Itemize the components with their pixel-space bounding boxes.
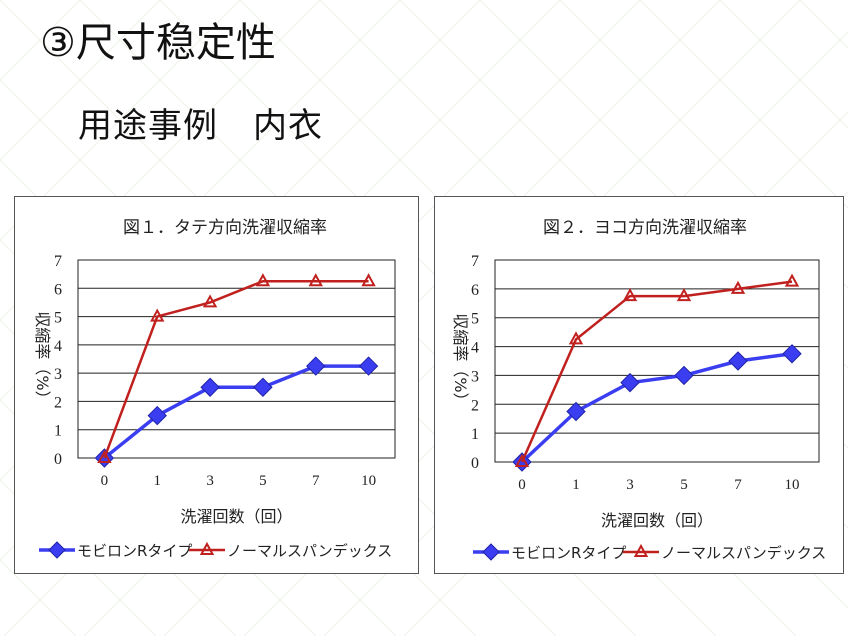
series-line-2 [103,279,369,459]
data-point-triangle [255,273,271,287]
series-line-1 [520,352,793,464]
data-point-triangle [730,280,746,294]
data-point-diamond [358,356,379,376]
x-tick-label: 1 [572,477,580,493]
y-tick-label: 6 [471,282,479,299]
chart-vertical-shrinkage: 図１．タテ方向洗濯収縮率 0 1 2 3 4 5 6 7 0 1 3 5 7 10 洗濯回数（回） 収縮率（%）… [33,218,396,560]
x-tick-label: 1 [154,473,162,489]
data-point-triangle [514,453,530,467]
x-axis-label: 洗濯回数（回） [601,511,713,530]
plot-area [77,259,396,459]
y-tick-label: 7 [471,253,479,270]
data-point-triangle [97,449,112,463]
y-tick-label: 0 [471,455,479,472]
legend-marker-triangle [633,543,649,557]
data-point-diamond [306,356,326,376]
data-point-triangle [676,287,692,302]
legend-marker-triangle [199,541,215,555]
x-tick-label: 5 [680,477,688,493]
x-tick-label: 7 [312,473,320,489]
y-tick-label: 4 [471,340,479,357]
data-point-diamond [620,372,640,393]
y-tick-label: 2 [471,397,479,414]
x-tick-label: 10 [785,477,800,493]
chart-panel-vertical: 図１．タテ方向洗濯収縮率 0 1 2 3 4 5 6 7 0 1 3 5 7 10 洗濯回数（回） 収縮率（%）… [14,196,419,574]
y-tick-label: 7 [54,253,62,270]
data-point-diamond [782,344,802,364]
x-axis-label: 洗濯回数（回） [180,507,292,526]
y-tick-label: 5 [54,310,62,327]
legend-label: ノーマルスパンデックス [227,542,392,560]
chart-title: 図１．タテ方向洗濯収縮率 [123,218,327,238]
y-tick-label: 2 [54,394,62,411]
legend-marker-diamond [482,543,500,561]
series-line-2 [520,280,793,463]
page-title: ③尺寸稳定性 [40,20,276,66]
x-tick-label: 5 [259,473,267,489]
data-point-diamond [674,365,694,386]
x-tick-label: 3 [206,473,214,489]
data-point-triangle [202,294,218,308]
chart-title: 図２．ヨコ方向洗濯収縮率 [543,218,747,238]
data-point-triangle [308,273,323,287]
x-tick-label: 10 [361,473,376,489]
y-tick-label: 1 [471,426,479,443]
data-point-diamond [253,377,273,397]
data-point-triangle [784,273,800,287]
y-tick-label: 3 [54,366,62,383]
x-tick-label: 7 [734,477,742,493]
plot-area [494,259,820,463]
y-tick-label: 5 [471,311,479,328]
data-point-diamond [728,351,748,371]
y-tick-label: 3 [471,368,479,385]
x-tick-label: 3 [626,477,634,493]
data-point-triangle [150,308,165,322]
y-tick-label: 4 [54,338,62,355]
legend-marker-diamond [48,541,66,559]
x-tick-label: 0 [101,473,109,489]
y-axis-label: 収縮率（%） [33,311,52,406]
data-point-diamond [147,405,167,426]
x-tick-label: 0 [518,477,526,493]
legend-label: モビロンRタイプ [77,542,192,560]
legend-label: ノーマルスパンデックス [661,544,826,562]
chart-horizontal-shrinkage: 図２．ヨコ方向洗濯収縮率 0 1 2 3 4 5 6 7 0 1 3 5 7 10 洗濯回数（回） 収縮率（%）… [451,218,826,562]
legend-label: モビロンRタイプ [511,544,626,562]
y-axis-label: 収縮率（%） [451,313,470,408]
y-tick-label: 6 [54,281,62,298]
y-tick-label: 0 [54,451,62,468]
y-tick-label: 1 [54,423,62,440]
data-point-diamond [566,401,586,422]
data-point-diamond [200,377,220,397]
data-point-triangle [568,331,584,345]
page-subtitle: 用途事例 内衣 [78,106,323,146]
chart-panel-horizontal: 図２．ヨコ方向洗濯収縮率 0 1 2 3 4 5 6 7 0 1 3 5 7 10 洗濯回数（回） 収縮率（%）… [434,196,844,574]
data-point-triangle [622,287,638,302]
data-point-triangle [361,273,376,287]
